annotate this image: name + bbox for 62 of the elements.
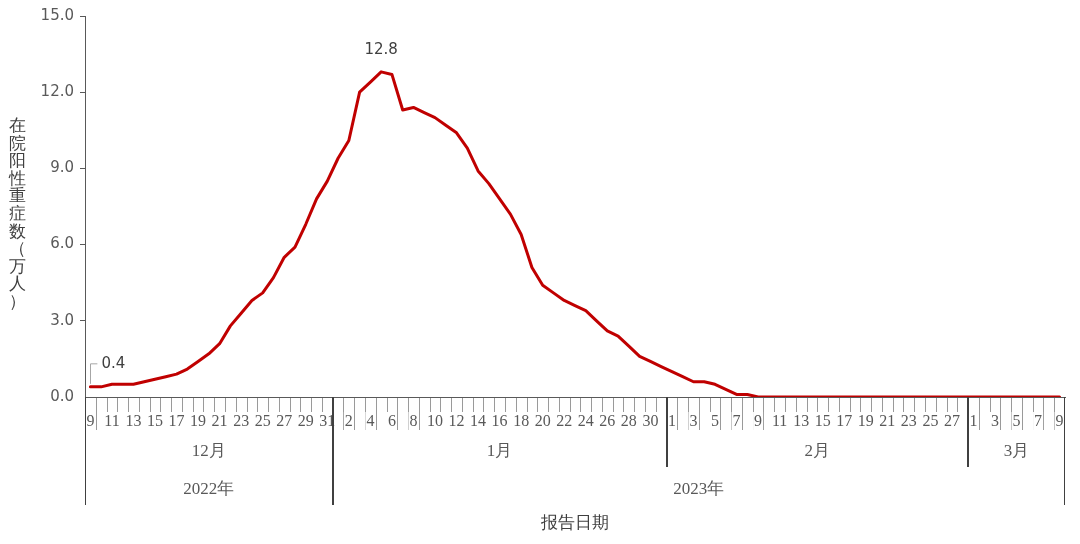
x-tick-label: 5 [1012, 411, 1021, 429]
x-tick-label: 21 [211, 411, 228, 429]
text: 2022年 [183, 479, 235, 499]
x-tick-label: 30 [642, 411, 659, 429]
text: 12月 [191, 441, 226, 461]
x-tick-label: 4 [366, 411, 375, 429]
text: 1月 [486, 441, 513, 461]
x-tick-label: 25 [922, 411, 939, 429]
x-tick-label: 29 [297, 411, 314, 429]
y-tick-label: 15.0 [40, 5, 74, 24]
text: 3月 [1003, 441, 1030, 461]
x-tick-label: 13 [793, 411, 810, 429]
x-tick-label: 2 [344, 411, 353, 429]
x-tick-label: 12 [448, 411, 465, 429]
x-tick-label: 14 [470, 411, 487, 429]
x-tick-label: 9 [1055, 411, 1064, 429]
x-tick-label: 21 [879, 411, 896, 429]
x-tick-label: 10 [427, 411, 443, 429]
y-tick-label: 12.0 [40, 82, 74, 101]
data-label: 12.8 [364, 39, 398, 58]
x-tick-label: 15 [814, 411, 831, 429]
x-tick-label: 26 [599, 411, 616, 429]
x-tick-label: 19 [190, 411, 207, 429]
x-tick-label: 24 [577, 411, 594, 429]
x-tick-label: 20 [534, 411, 551, 429]
x-tick-label: 6 [387, 411, 396, 429]
x-tick-label: 27 [943, 411, 960, 429]
x-tick-label: 23 [233, 411, 250, 429]
x-tick-label: 17 [168, 411, 185, 429]
x-tick-label: 23 [900, 411, 917, 429]
x-tick-label: 9 [754, 411, 763, 429]
x-tick-label: 11 [104, 411, 120, 429]
x-tick-label: 18 [513, 411, 530, 429]
x-tick-label: 31 [319, 411, 336, 429]
y-tick-label: 3.0 [50, 310, 74, 329]
x-tick-label: 13 [125, 411, 142, 429]
x-tick-label: 27 [276, 411, 293, 429]
x-tick-label: 11 [771, 411, 788, 429]
y-tick-label: 9.0 [50, 158, 74, 177]
x-tick-label: 22 [556, 411, 573, 429]
y-tick-label: 6.0 [50, 234, 74, 253]
x-tick-label: 3 [689, 411, 698, 429]
x-tick-label: 7 [732, 411, 741, 429]
x-tick-label: 28 [620, 411, 637, 429]
y-tick-label: 0.0 [50, 386, 74, 405]
x-tick-label: 15 [147, 411, 163, 429]
x-tick-label: 3 [991, 411, 999, 429]
x-tick-label: 16 [491, 411, 508, 429]
x-axis-title: 报告日期 [540, 512, 609, 533]
x-tick-label: 1 [667, 411, 676, 429]
x-tick-label: 1 [969, 411, 978, 429]
x-tick-label: 9 [86, 411, 95, 429]
x-tick-label: 7 [1034, 411, 1043, 429]
x-tick-label: 5 [711, 411, 719, 429]
x-tick-label: 8 [409, 411, 418, 429]
x-tick-label: 19 [857, 411, 874, 429]
data-label: 0.4 [101, 353, 126, 372]
text: 2月 [804, 441, 831, 461]
x-tick-label: 25 [254, 411, 271, 429]
text: 在院阳性重症数（万人） [9, 115, 26, 311]
text: 2023年 [673, 479, 725, 499]
x-tick-label: 17 [836, 411, 853, 429]
